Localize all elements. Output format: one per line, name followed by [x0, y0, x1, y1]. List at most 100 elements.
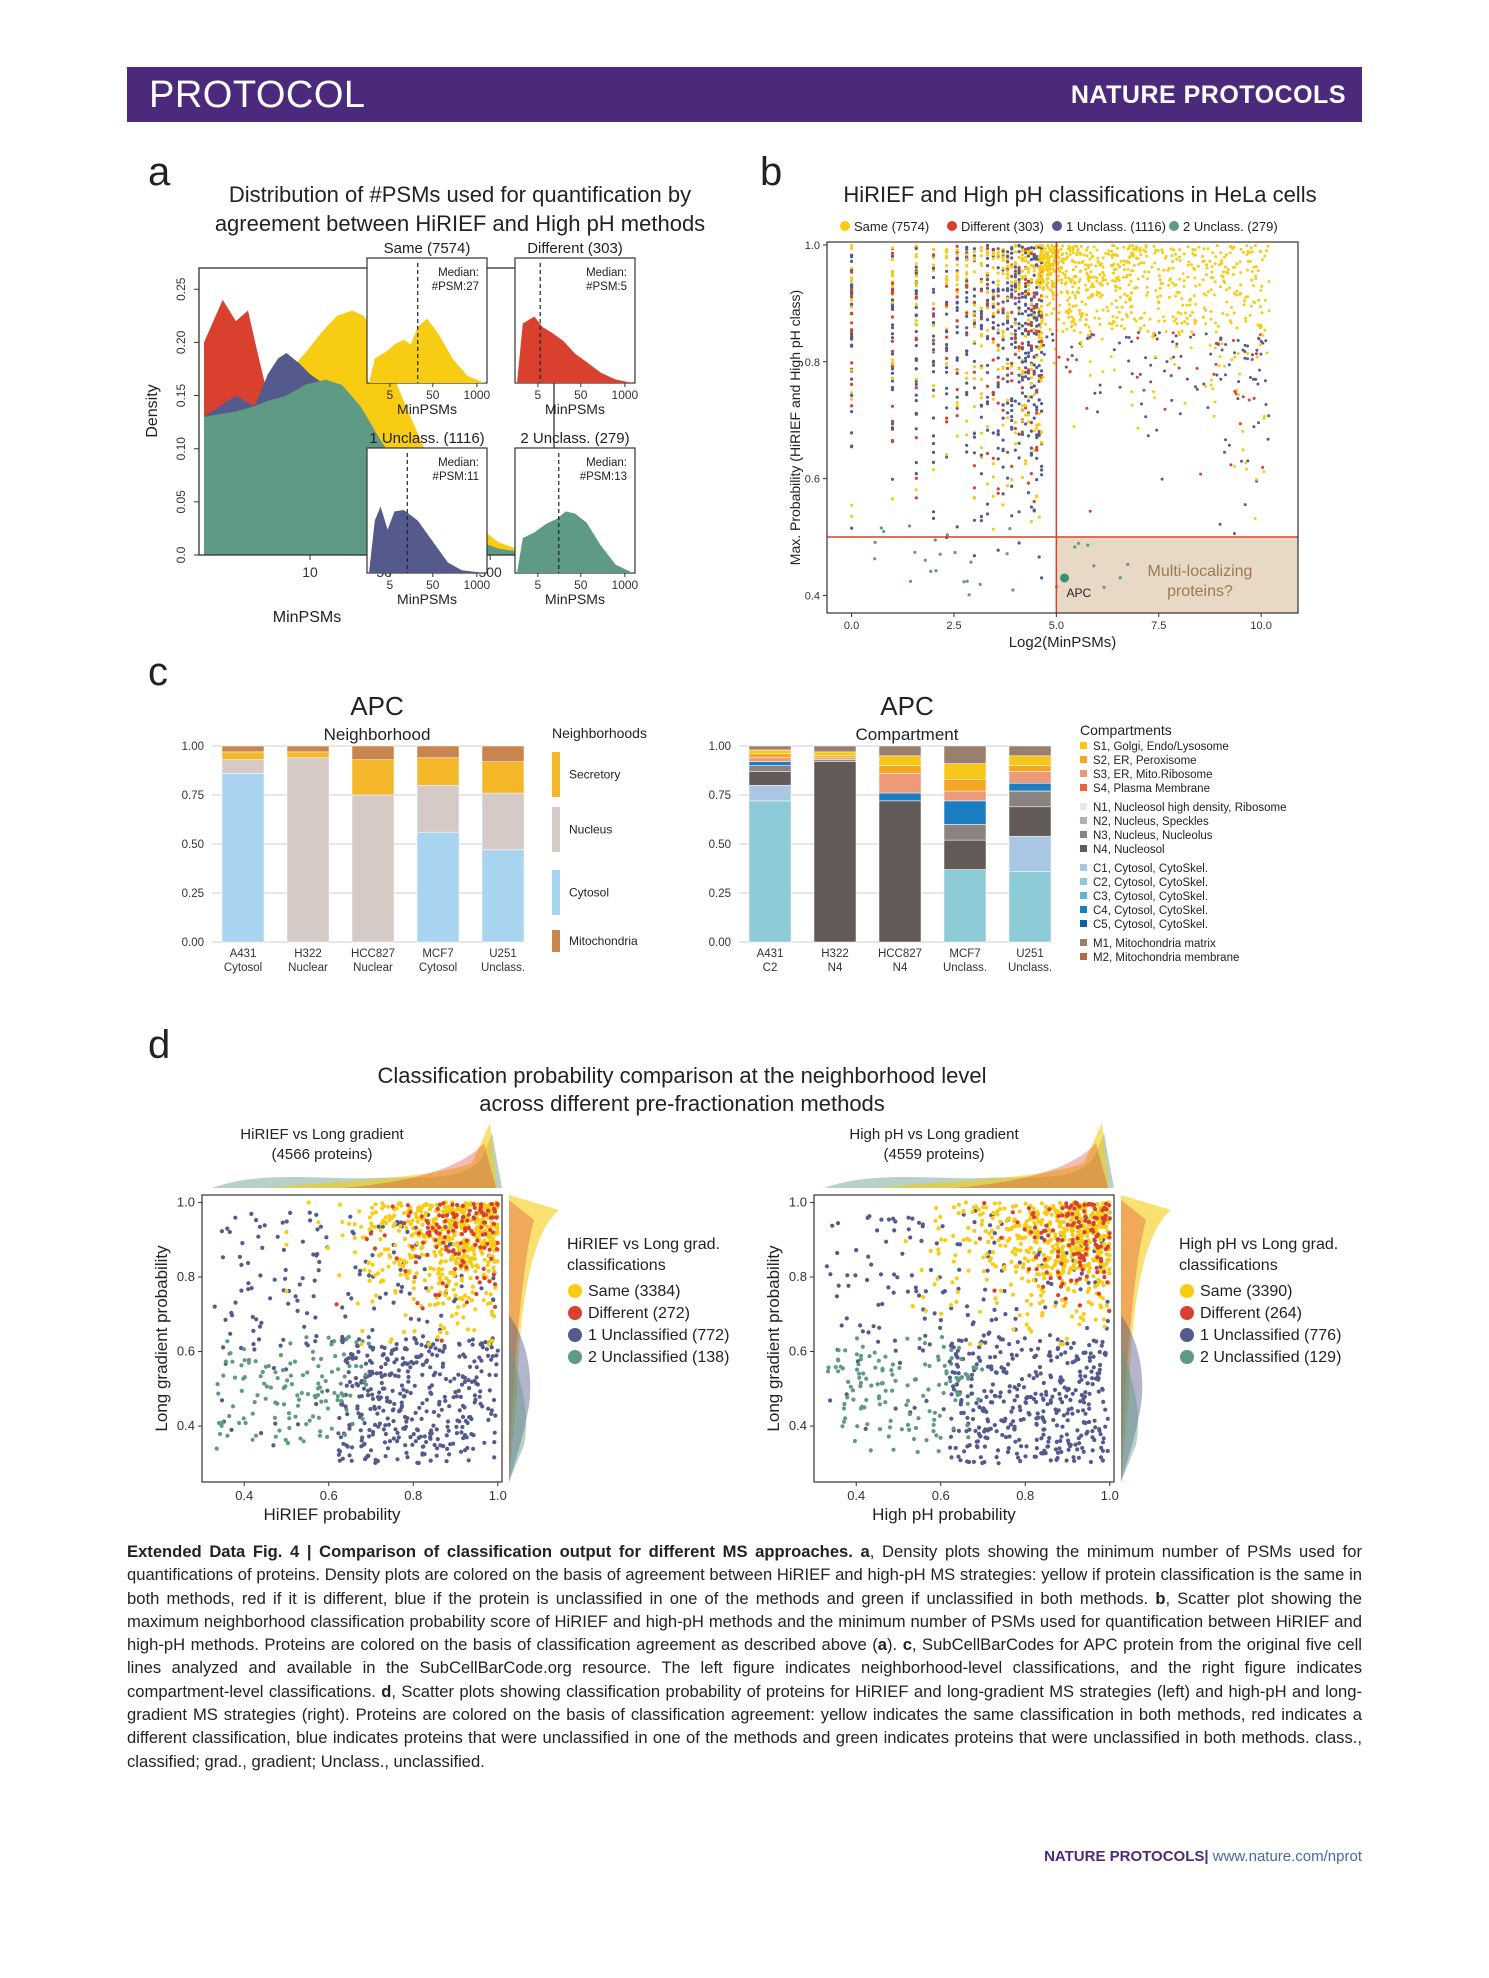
d-point — [1057, 1219, 1062, 1224]
b-point — [1085, 271, 1089, 275]
d-point — [460, 1258, 465, 1263]
b-point — [1138, 246, 1142, 250]
b-point — [1224, 373, 1227, 377]
b-point — [1020, 324, 1024, 328]
d-point — [252, 1347, 257, 1352]
d-point — [864, 1376, 869, 1381]
b-point — [1078, 318, 1082, 322]
d-point — [314, 1401, 319, 1407]
b-point — [1060, 291, 1064, 294]
d-point — [298, 1436, 303, 1441]
d-point — [230, 1359, 235, 1364]
d-point — [1083, 1218, 1088, 1223]
d-point — [974, 1401, 979, 1406]
b-point — [1254, 277, 1258, 281]
b-point — [979, 324, 983, 329]
d-point — [463, 1293, 468, 1298]
d-point — [1061, 1220, 1066, 1225]
b-point — [1257, 324, 1261, 328]
b-point — [931, 312, 936, 316]
d-point — [379, 1380, 384, 1386]
d-point — [828, 1398, 833, 1403]
d-point — [379, 1251, 384, 1257]
d-point — [1054, 1439, 1059, 1444]
b-point — [1256, 269, 1260, 273]
d-point — [338, 1381, 343, 1386]
d-point — [454, 1240, 460, 1246]
a-main-ylabel: Density — [144, 384, 161, 437]
d-point — [367, 1227, 372, 1232]
d-point — [990, 1382, 996, 1387]
b-point — [890, 289, 895, 293]
d-point — [1099, 1259, 1104, 1264]
d-point — [875, 1382, 880, 1387]
b-point — [1129, 254, 1133, 258]
c-bar-segment-n4 — [943, 839, 987, 870]
d-point — [1057, 1391, 1062, 1396]
b-point — [1214, 362, 1218, 366]
b-point — [1017, 300, 1021, 304]
d-point — [907, 1412, 913, 1417]
d-point — [490, 1354, 495, 1359]
d-point — [377, 1390, 382, 1395]
d-point — [1015, 1264, 1020, 1269]
b-point — [1145, 293, 1149, 297]
b-point — [1180, 329, 1184, 333]
b-point — [1071, 304, 1075, 308]
d-point — [455, 1321, 460, 1326]
b-point — [850, 377, 854, 381]
b-point — [1082, 253, 1086, 257]
b-point — [1040, 430, 1044, 434]
d-point — [427, 1229, 432, 1235]
b-point — [1143, 270, 1147, 274]
b-point — [979, 246, 983, 250]
b-point — [1181, 272, 1185, 276]
b-point — [1013, 332, 1017, 336]
b-point — [850, 391, 854, 395]
d-point — [223, 1359, 228, 1364]
d-point — [456, 1304, 461, 1310]
d-point — [992, 1288, 997, 1293]
b-point — [1159, 294, 1162, 298]
d-point — [313, 1339, 318, 1344]
d-point — [472, 1328, 477, 1333]
d-point — [465, 1327, 470, 1332]
d-point — [1070, 1211, 1075, 1216]
b-point — [1231, 273, 1235, 276]
d-point — [479, 1248, 484, 1253]
d-point — [969, 1384, 974, 1389]
b-point — [979, 315, 983, 319]
b-point — [1223, 450, 1226, 454]
b-point — [991, 256, 995, 261]
b-point — [1052, 261, 1056, 265]
d-point — [892, 1272, 897, 1277]
c-bar-segment-secretory — [416, 757, 460, 786]
d-point — [382, 1247, 388, 1252]
d-point — [332, 1390, 337, 1395]
b-point — [1060, 253, 1064, 257]
b-point — [1040, 336, 1044, 340]
d-point — [1014, 1353, 1019, 1358]
d-legend-label-1: Different (272) — [588, 1305, 690, 1322]
d-point — [908, 1235, 913, 1240]
b-point — [1037, 335, 1041, 340]
c-neigh-legend-label-0: Secretory — [569, 768, 620, 782]
b-point — [1074, 322, 1077, 326]
d-point — [458, 1241, 463, 1246]
b-point — [1109, 355, 1113, 359]
b-point — [1215, 373, 1219, 377]
d-point — [230, 1313, 235, 1318]
d-point — [826, 1365, 831, 1370]
b-point — [1037, 323, 1041, 327]
d-point — [1097, 1371, 1102, 1376]
b-point — [890, 326, 895, 330]
d-point — [980, 1367, 985, 1372]
d-point — [345, 1444, 350, 1449]
d-point — [318, 1224, 323, 1229]
b-point — [850, 283, 854, 287]
d-point — [292, 1359, 298, 1364]
b-point — [1104, 278, 1108, 282]
b-point — [955, 271, 959, 275]
b-point — [1001, 438, 1005, 442]
d-point — [333, 1354, 338, 1359]
